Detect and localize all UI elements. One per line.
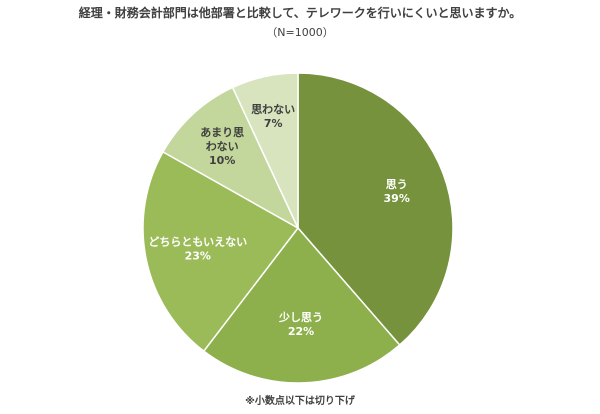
pie-slice-3 (161, 86, 300, 230)
pie-slice-1 (202, 226, 401, 384)
slice-value-1: 22% (288, 325, 314, 338)
pie-slice-2 (142, 150, 300, 353)
slice-value-0: 39% (384, 192, 410, 205)
slice-label-2: どちらともいえない (148, 236, 247, 249)
slice-value-2: 23% (185, 250, 211, 263)
chart-subtitle: （N=1000） (266, 26, 334, 39)
slice-label-4: 思わない (251, 103, 295, 116)
slice-label-3-1: わない (206, 140, 239, 153)
pie-slice-4 (231, 72, 299, 229)
slice-value-3: 10% (209, 154, 235, 167)
slice-label-0: 思う (386, 178, 408, 191)
slice-value-4: 7% (264, 117, 283, 130)
footnote: ※小数点以下は切り下げ (245, 396, 355, 407)
chart-title: 経理・財務会計部門は他部署と比較して、テレワークを行いにくいと思いますか。 (78, 6, 522, 20)
pie-slice-0 (297, 72, 454, 347)
slice-label-3-0: あまり思 (200, 126, 244, 139)
slice-label-1: 少し思う (278, 310, 323, 324)
